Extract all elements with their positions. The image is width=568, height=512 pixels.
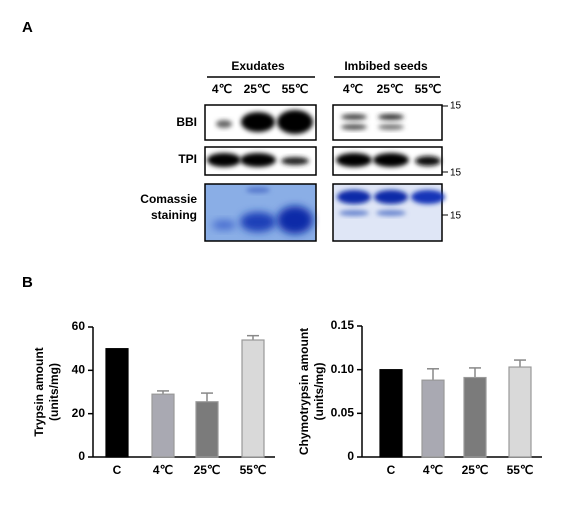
x-tick-label: C <box>387 463 396 477</box>
y-tick-label: 0.15 <box>331 318 355 332</box>
bar <box>105 348 129 458</box>
row-label: BBI <box>176 115 197 129</box>
band <box>337 190 371 204</box>
x-tick-label: 25℃ <box>194 463 221 477</box>
bar <box>421 379 445 458</box>
band <box>341 114 367 120</box>
y-axis-label: (units/mg) <box>312 363 326 421</box>
band <box>374 190 408 204</box>
y-tick-label: 0 <box>347 449 354 463</box>
bar <box>508 366 532 458</box>
band <box>212 220 236 230</box>
y-axis-label: Chymotrypsin amount <box>297 328 311 455</box>
band <box>240 153 276 167</box>
marker-label: 15 <box>450 168 462 179</box>
band <box>415 156 441 166</box>
x-tick-label: 55℃ <box>240 463 267 477</box>
bar <box>241 339 265 458</box>
marker-label: 15 <box>450 101 462 112</box>
band <box>373 153 409 167</box>
x-tick-label: 4℃ <box>153 463 173 477</box>
band <box>339 210 369 216</box>
x-tick-label: 25℃ <box>462 463 489 477</box>
lane-label: 4℃ <box>212 82 232 96</box>
band <box>281 157 309 165</box>
bar <box>151 393 175 458</box>
band <box>216 120 232 128</box>
lane-label: 55℃ <box>415 82 442 96</box>
marker-label: 15 <box>450 211 462 222</box>
y-tick-label: 0.05 <box>331 406 355 420</box>
band <box>341 124 367 130</box>
band <box>277 110 313 134</box>
band <box>241 112 275 132</box>
y-axis-label: (units/mg) <box>47 363 61 421</box>
band <box>378 114 404 120</box>
group-label: Exudates <box>231 59 285 73</box>
band <box>376 210 406 216</box>
bar <box>463 376 487 458</box>
band <box>378 124 404 130</box>
band <box>411 190 445 204</box>
y-tick-label: 0 <box>78 449 85 463</box>
y-tick-label: 0.10 <box>331 362 355 376</box>
lane-label: 55℃ <box>282 82 309 96</box>
panel-label: B <box>22 274 33 291</box>
band <box>240 212 276 232</box>
blot <box>332 104 443 141</box>
group-label: Imbibed seeds <box>344 59 428 73</box>
panel-label: A <box>22 19 33 36</box>
y-tick-label: 60 <box>72 319 86 333</box>
row-label: staining <box>151 208 197 222</box>
y-tick-label: 20 <box>72 406 86 420</box>
y-tick-label: 40 <box>72 363 86 377</box>
lane-label: 25℃ <box>244 82 271 96</box>
lane-label: 25℃ <box>377 82 404 96</box>
lane-label: 4℃ <box>343 82 363 96</box>
x-tick-label: 4℃ <box>423 463 443 477</box>
band <box>246 187 270 193</box>
y-axis-label: Trypsin amount <box>32 347 46 436</box>
band <box>336 153 372 167</box>
x-tick-label: C <box>113 463 122 477</box>
band <box>277 206 313 234</box>
band <box>207 153 241 167</box>
row-label: TPI <box>178 152 197 166</box>
bar <box>379 369 403 458</box>
bar <box>195 401 219 458</box>
row-label: Comassie <box>140 192 197 206</box>
x-tick-label: 55℃ <box>507 463 534 477</box>
